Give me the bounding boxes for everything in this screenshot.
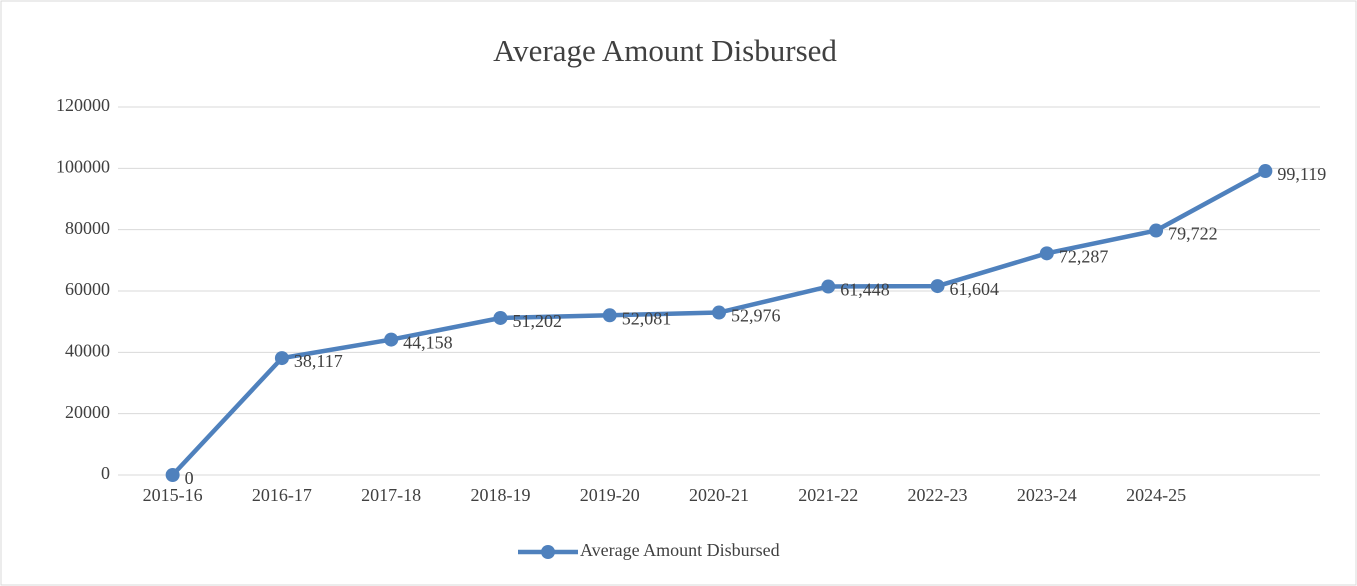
data-label: 61,604 [950,279,1000,299]
point [1039,246,1054,261]
data-label: 52,081 [622,308,672,328]
point [384,332,399,347]
y-tick-label: 80000 [65,218,110,238]
x-tick-label: 2018-19 [470,485,530,505]
y-tick-label: 60000 [65,279,110,299]
data-label: 79,722 [1168,224,1218,244]
data-label: 72,287 [1059,246,1109,266]
x-tick-label: 2021-22 [798,485,858,505]
point [1149,223,1164,238]
data-label: 99,119 [1277,164,1326,184]
x-tick-label: 2016-17 [252,485,312,505]
data-label: 38,117 [294,351,343,371]
x-tick-label: 2023-24 [1017,485,1077,505]
data-label: 44,158 [403,333,453,353]
x-tick-label: 2017-18 [361,485,421,505]
chart-title: Average Amount Disbursed [493,33,837,68]
point [165,468,180,482]
data-label: 61,448 [840,280,890,300]
point [274,351,289,366]
x-tick-label: 2019-20 [580,485,640,505]
data-label: 51,202 [512,311,562,331]
point [493,310,508,325]
y-tick-label: 0 [101,463,110,483]
x-tick-label: 2015-16 [143,485,203,505]
point [930,279,945,294]
legend-label: Average Amount Disbursed [580,540,780,560]
x-tick-label: 2020-21 [689,485,749,505]
x-tick-label: 2022-23 [908,485,968,505]
y-tick-label: 100000 [56,156,110,176]
point [602,308,617,323]
legend-marker [541,545,555,559]
y-tick-label: 40000 [65,340,110,360]
point [712,305,726,320]
point [821,279,836,294]
y-tick-label: 120000 [56,95,110,115]
data-label: 52,976 [731,306,781,326]
point [1258,164,1273,179]
data-label: 0 [185,468,194,488]
y-tick-label: 20000 [65,402,110,422]
x-tick-label: 2024-25 [1126,485,1186,505]
